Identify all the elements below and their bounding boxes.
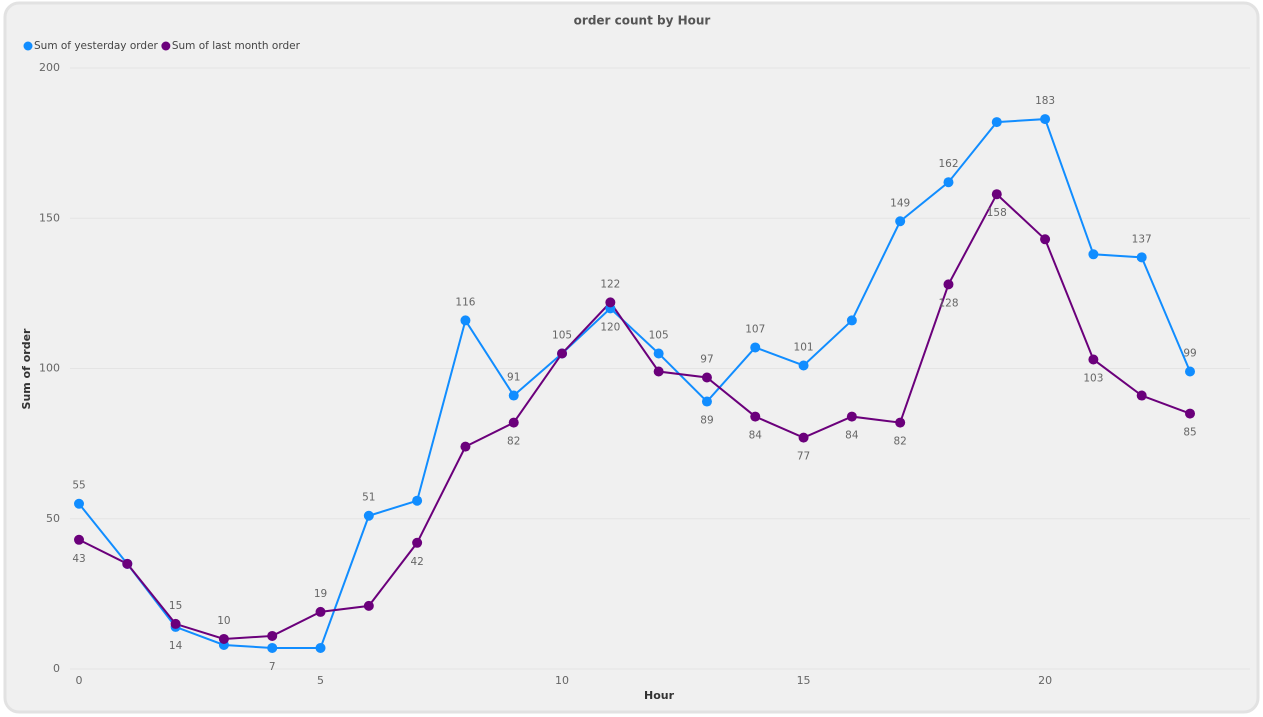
data-label: 97 (700, 354, 713, 366)
data-point (1136, 390, 1147, 401)
data-point (557, 348, 568, 359)
data-point (1185, 366, 1195, 377)
card (3, 1, 1260, 714)
data-label: 99 (1183, 348, 1196, 360)
data-point (991, 189, 1002, 200)
data-point (460, 441, 471, 452)
data-label: 162 (938, 158, 958, 170)
y-tick-label: 50 (46, 512, 60, 525)
legend-marker (161, 41, 171, 51)
data-label: 183 (1035, 95, 1055, 107)
data-label: 14 (169, 640, 183, 652)
data-point (943, 177, 954, 188)
data-point (605, 297, 616, 308)
data-point (991, 117, 1002, 128)
legend-marker (23, 41, 33, 51)
data-point (895, 417, 906, 428)
data-label: 89 (700, 415, 713, 427)
data-point (218, 633, 229, 644)
data-label: 107 (745, 323, 765, 335)
data-point (1040, 234, 1051, 245)
data-point (122, 558, 133, 569)
legend-label: Sum of yesterday order (34, 40, 159, 52)
data-label: 120 (600, 321, 620, 333)
data-point (363, 510, 374, 521)
data-label: 77 (797, 451, 810, 463)
data-label: 101 (794, 341, 814, 353)
data-label: 105 (649, 329, 669, 341)
data-point (653, 366, 664, 377)
data-label: 7 (269, 661, 276, 673)
data-point (74, 498, 84, 509)
data-label: 82 (507, 436, 520, 448)
data-label: 19 (314, 588, 327, 600)
data-point (1040, 114, 1051, 125)
data-label: 137 (1132, 233, 1152, 245)
data-point (412, 495, 423, 506)
chart-title: order count by Hour (574, 14, 711, 28)
legend-label: Sum of last month order (172, 40, 301, 52)
data-point (798, 432, 809, 443)
data-point (1136, 252, 1147, 263)
x-tick-label: 20 (1038, 674, 1052, 687)
data-label: 55 (72, 480, 85, 492)
data-label: 149 (890, 197, 910, 209)
data-label: 10 (217, 615, 230, 627)
data-point (701, 372, 712, 383)
data-point (460, 315, 471, 326)
data-point (798, 360, 809, 371)
y-tick-label: 150 (39, 211, 60, 224)
series-line (78, 192, 1191, 640)
data-label: 105 (552, 329, 572, 341)
data-label: 84 (749, 430, 763, 442)
y-tick-label: 200 (39, 61, 60, 74)
data-point (846, 315, 857, 326)
data-label: 42 (410, 556, 423, 568)
data-point (750, 411, 761, 422)
data-point (750, 342, 761, 353)
data-point (267, 630, 278, 641)
data-point (943, 279, 954, 290)
data-label: 82 (893, 436, 906, 448)
data-point (653, 348, 664, 359)
x-tick-label: 5 (317, 674, 324, 687)
data-label: 15 (169, 600, 182, 612)
x-tick-label: 10 (555, 674, 569, 687)
data-point (1088, 249, 1099, 260)
data-point (267, 642, 278, 653)
data-point (895, 216, 906, 227)
data-point (170, 618, 181, 629)
data-point (701, 396, 712, 407)
data-point (412, 537, 423, 548)
y-axis-title: Sum of order (20, 328, 33, 410)
data-label: 84 (845, 430, 859, 442)
x-axis-title: Hour (644, 689, 675, 702)
series-line (78, 118, 1191, 649)
x-tick-label: 15 (797, 674, 811, 687)
data-label: 43 (72, 553, 85, 565)
data-point (846, 411, 857, 422)
data-label: 158 (987, 207, 1007, 219)
y-tick-label: 0 (53, 662, 60, 675)
data-point (1088, 354, 1099, 365)
x-tick-label: 0 (76, 674, 83, 687)
data-label: 85 (1183, 427, 1196, 439)
data-point (315, 606, 326, 617)
data-label: 91 (507, 372, 520, 384)
data-point (508, 390, 519, 401)
data-point (363, 600, 374, 611)
data-point (1185, 408, 1195, 419)
data-label: 51 (362, 492, 375, 504)
data-point (315, 642, 326, 653)
data-point (508, 417, 519, 428)
y-tick-label: 100 (39, 362, 60, 375)
data-label: 116 (455, 296, 475, 308)
data-label: 128 (938, 297, 958, 309)
data-label: 122 (600, 278, 620, 290)
data-label: 103 (1083, 372, 1103, 384)
data-point (74, 534, 84, 545)
